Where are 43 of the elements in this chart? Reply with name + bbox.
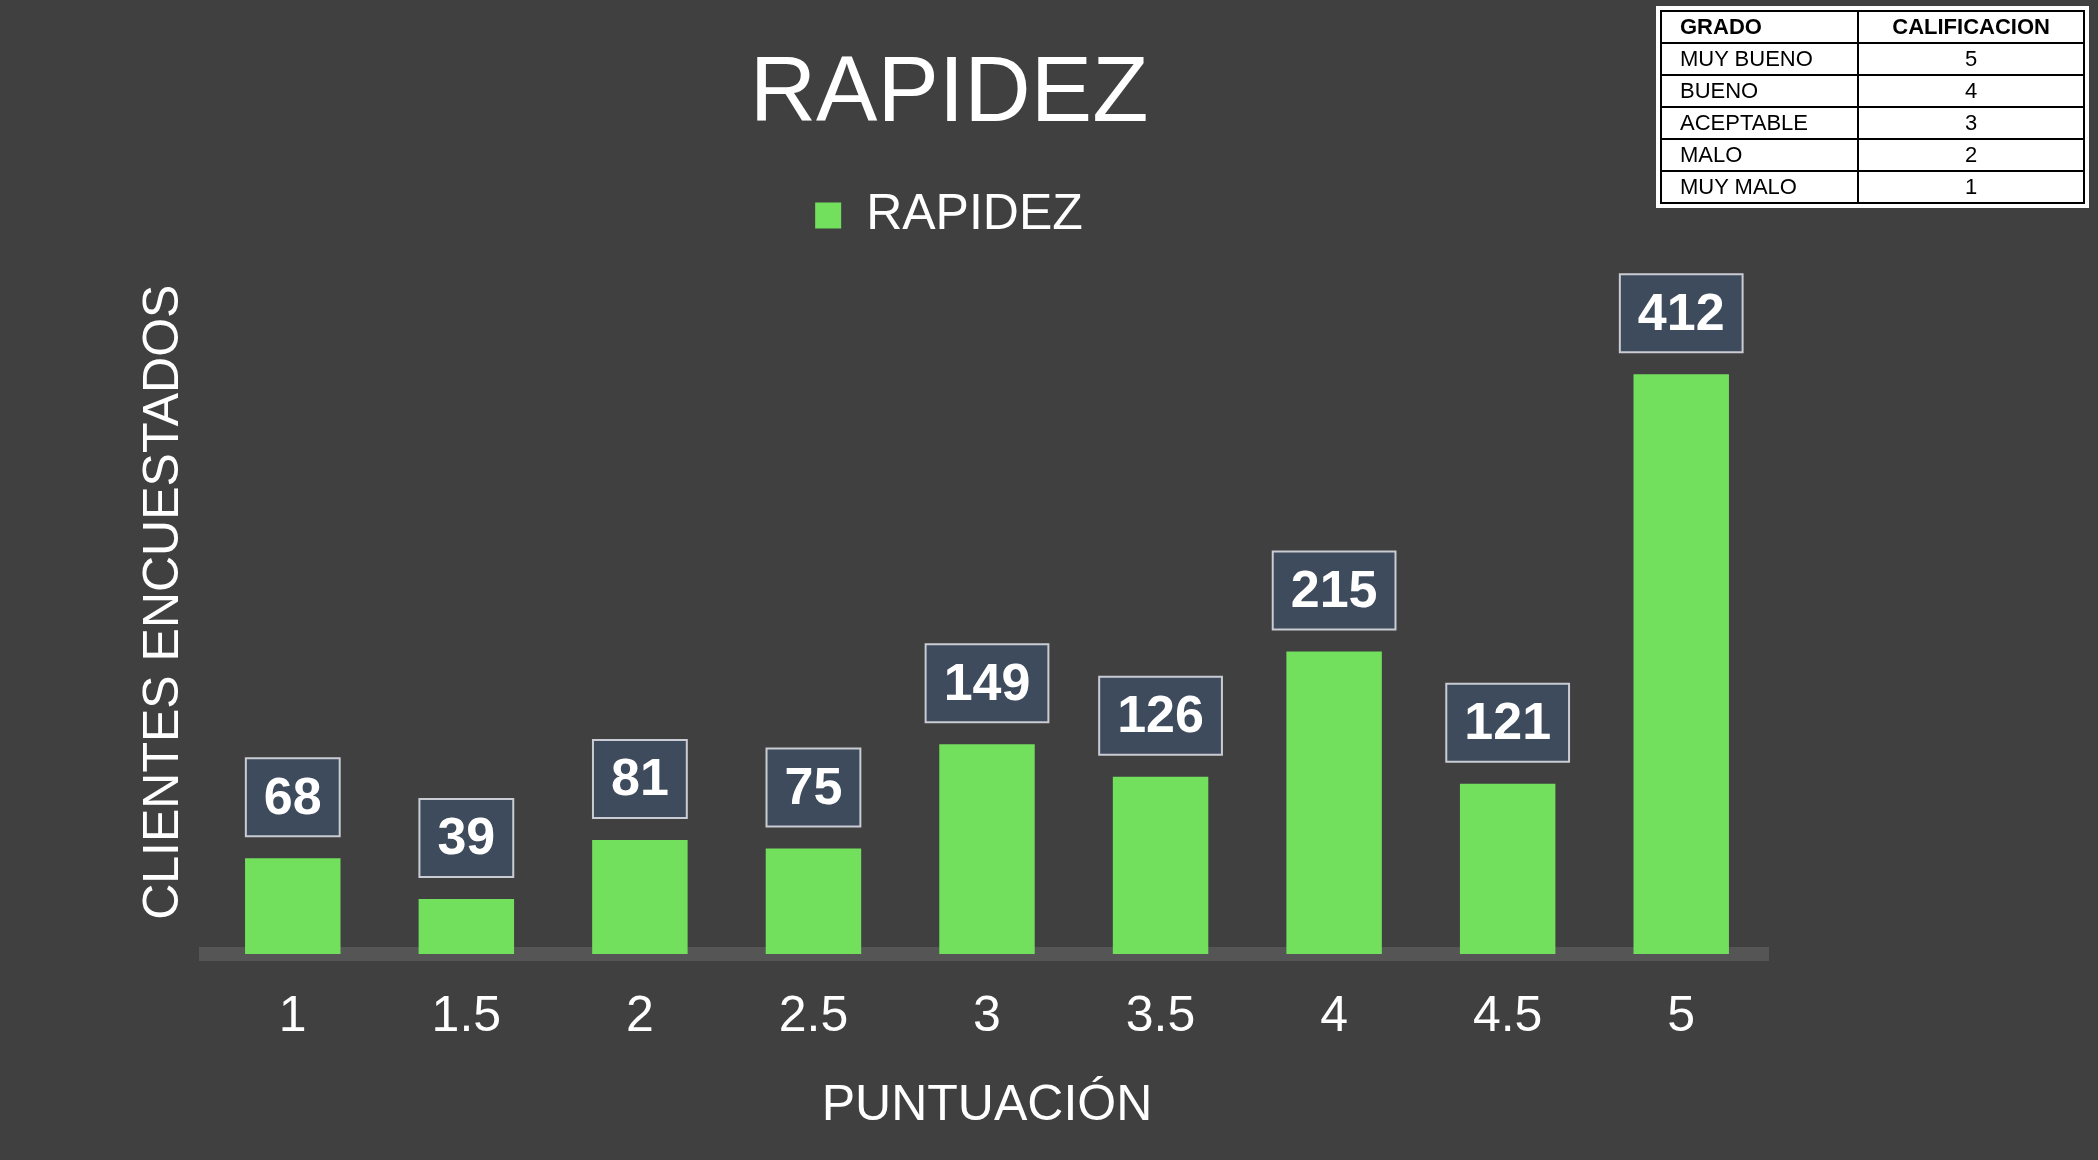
text: 2 <box>1858 139 2084 171</box>
bar <box>1459 783 1556 954</box>
bar <box>939 744 1035 954</box>
data-label: 215 <box>1290 559 1378 618</box>
text: MUY MALO <box>1661 171 1859 203</box>
data-label: 412 <box>1637 282 1725 341</box>
bar <box>592 840 688 954</box>
text: ACEPTABLE <box>1661 107 1859 139</box>
text: CALIFICACION <box>1858 11 2084 43</box>
bar <box>1112 776 1209 954</box>
x-tick-label: 3 <box>973 985 1001 1042</box>
x-tick-label: 5 <box>1667 985 1696 1042</box>
bar <box>1286 651 1382 954</box>
text: GRADO <box>1661 11 1859 43</box>
bar <box>1633 374 1729 954</box>
data-label: 75 <box>784 756 843 815</box>
x-axis-title: PUNTUACIÓN <box>821 1074 1153 1131</box>
data-label: 68 <box>263 766 322 825</box>
text: MALO <box>1661 139 1859 171</box>
text: 3 <box>1858 107 2084 139</box>
bar <box>418 899 515 954</box>
data-label: 39 <box>437 807 496 866</box>
x-tick-label: 1.5 <box>431 985 502 1042</box>
data-label: 149 <box>943 652 1031 711</box>
bar <box>245 858 341 954</box>
bar <box>765 848 862 954</box>
x-tick-label: 2.5 <box>778 985 849 1042</box>
text: 1 <box>1858 171 2084 203</box>
text: 4 <box>1858 75 2084 107</box>
chart-title: RAPIDEZ <box>749 37 1149 140</box>
x-tick-label: 2 <box>625 985 654 1042</box>
data-label: 126 <box>1117 685 1204 744</box>
y-axis-title: CLIENTES ENCUESTADOS <box>132 284 189 920</box>
text: 5 <box>1858 43 2084 75</box>
x-tick-label: 4 <box>1320 985 1349 1042</box>
legend-label: RAPIDEZ <box>866 184 1083 241</box>
x-tick-label: 1 <box>278 985 307 1042</box>
data-label: 121 <box>1464 692 1552 751</box>
x-tick-label: 4.5 <box>1472 985 1543 1042</box>
text: BUENO <box>1661 75 1859 107</box>
text: MUY BUENO <box>1661 43 1859 75</box>
x-tick-label: 3.5 <box>1125 985 1196 1042</box>
data-label: 81 <box>610 748 669 807</box>
